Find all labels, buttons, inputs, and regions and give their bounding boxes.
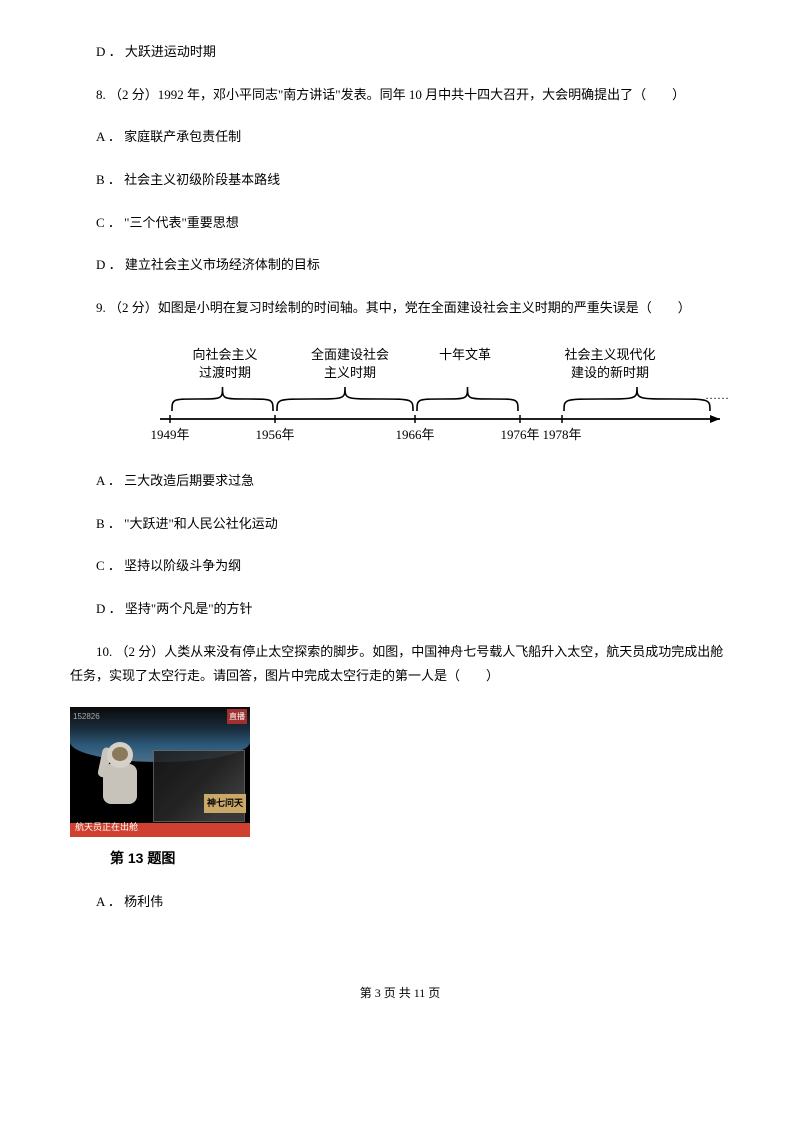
svg-text:过渡时期: 过渡时期: [199, 365, 251, 380]
q10-ticker: 航天员正在出舱: [70, 823, 250, 837]
q8-option-c: C ． "三个代表"重要思想: [70, 211, 730, 236]
q8-option-a: A ． 家庭联产承包责任制: [70, 125, 730, 150]
q7-option-d: D ． 大跃进运动时期: [70, 40, 730, 65]
svg-text:1966年: 1966年: [395, 427, 434, 442]
svg-text:全面建设社会: 全面建设社会: [311, 347, 389, 362]
q9-option-d: D ． 坚持"两个凡是"的方针: [70, 597, 730, 622]
q8-option-b: B ． 社会主义初级阶段基本路线: [70, 168, 730, 193]
svg-text:1956年: 1956年: [255, 427, 294, 442]
svg-text:……: ……: [705, 388, 729, 402]
q8-option-d: D ． 建立社会主义市场经济体制的目标: [70, 253, 730, 278]
svg-text:主义时期: 主义时期: [324, 365, 376, 380]
svg-text:1976年: 1976年: [500, 427, 539, 442]
svg-text:1978年: 1978年: [542, 427, 581, 442]
q9-option-a: A ． 三大改造后期要求过急: [70, 469, 730, 494]
svg-text:十年文革: 十年文革: [439, 347, 491, 362]
svg-text:1949年: 1949年: [150, 427, 189, 442]
q10-ticker-text: 航天员正在出舱: [75, 819, 138, 836]
q10-option-a: A ． 杨利伟: [70, 890, 730, 915]
q10-astronaut: [95, 742, 145, 812]
q9-option-b: B ． "大跃进"和人民公社化运动: [70, 512, 730, 537]
page-footer: 第 3 页 共 11 页: [0, 982, 800, 1025]
q10-visor: [112, 747, 128, 761]
svg-text:向社会主义: 向社会主义: [192, 347, 257, 362]
q10-live-badge: 直播: [227, 709, 247, 724]
q10-top-label: 152826: [73, 709, 100, 724]
q10-logo: 神七问天: [204, 794, 246, 813]
q9-option-c: C ． 坚持以阶级斗争为纲: [70, 554, 730, 579]
svg-text:建设的新时期: 建设的新时期: [571, 365, 649, 380]
q9-stem: 9. （2 分）如图是小明在复习时绘制的时间轴。其中，党在全面建设社会主义时期的…: [70, 296, 730, 321]
q10-body: [103, 764, 137, 804]
q10-image: 152826 直播 神七问天 航天员正在出舱: [70, 707, 250, 837]
q8-stem: 8. （2 分）1992 年，邓小平同志"南方讲话"发表。同年 10 月中共十四…: [70, 83, 730, 108]
q9-timeline: 1949年 1956年 1966年 1976年1978年 …… 向社会主义过渡时期 全面建设…: [70, 339, 730, 449]
q10-stem: 10. （2 分）人类从来没有停止太空探索的脚步。如图，中国神舟七号载人飞船升入…: [70, 640, 730, 689]
svg-text:社会主义现代化: 社会主义现代化: [564, 347, 655, 362]
q10-caption: 第 13 题图: [110, 845, 730, 872]
